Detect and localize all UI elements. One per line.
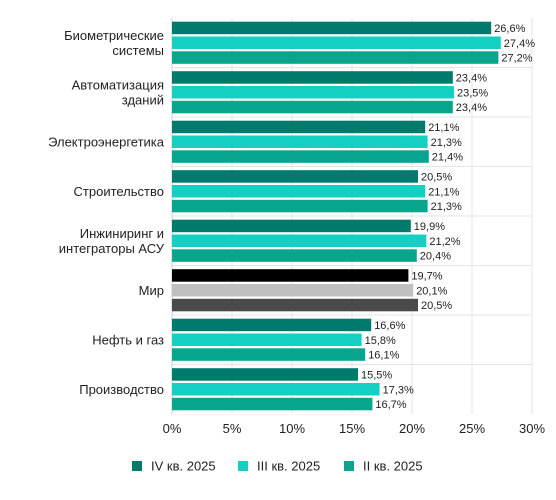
data-label-4-0: 19,9% [414, 221, 445, 233]
data-label-0-0: 26,6% [494, 23, 525, 35]
bar-6-2 [172, 348, 366, 361]
data-label-6-1: 15,8% [365, 335, 396, 347]
data-label-4-1: 21,2% [429, 236, 460, 248]
category-label-0-line-0: Биометрические [64, 28, 164, 43]
bar-0-2 [172, 51, 499, 64]
data-label-5-0: 19,7% [411, 270, 442, 282]
bar-2-1 [172, 135, 428, 148]
legend-label-1: III кв. 2025 [257, 459, 320, 474]
bar-4-1 [172, 234, 427, 247]
legend-swatch-0 [132, 461, 142, 471]
bar-0-1 [172, 36, 501, 49]
data-label-0-2: 27,2% [501, 53, 532, 65]
bar-3-2 [172, 199, 428, 213]
data-label-7-2: 16,7% [375, 399, 406, 411]
x-tick-label-4: 20% [399, 421, 425, 436]
category-label-4-line-0: Инжиниринг и [80, 226, 164, 241]
bar-3-0 [172, 170, 418, 183]
legend-label-0: IV кв. 2025 [151, 459, 216, 474]
data-label-1-2: 23,4% [456, 102, 487, 114]
bar-6-0 [172, 318, 372, 332]
category-label-5: Мир [139, 283, 164, 298]
bar-0-0 [172, 21, 492, 35]
bar-4-0 [172, 219, 411, 233]
legend-label-2: II кв. 2025 [363, 459, 423, 474]
x-tick-label-5: 25% [459, 421, 485, 436]
x-tick-label-0: 0% [163, 421, 182, 436]
data-label-6-2: 16,1% [368, 350, 399, 362]
bar-1-0 [172, 71, 453, 84]
data-label-4-2: 20,4% [420, 251, 451, 263]
data-label-0-1: 27,4% [504, 38, 535, 50]
bar-5-2 [172, 298, 418, 312]
bar-2-2 [172, 150, 429, 163]
bar-5-0 [172, 269, 409, 282]
category-label-1-line-1: зданий [122, 92, 164, 107]
data-label-2-1: 21,3% [431, 137, 462, 149]
data-label-7-1: 17,3% [383, 384, 414, 396]
bar-7-1 [172, 383, 380, 396]
x-tick-label-1: 5% [223, 421, 242, 436]
data-label-3-0: 20,5% [421, 171, 452, 183]
bar-7-2 [172, 397, 373, 411]
data-label-5-2: 20,5% [421, 300, 452, 312]
category-label-0-line-1: системы [112, 43, 164, 58]
data-label-5-1: 20,1% [416, 285, 447, 297]
data-label-7-0: 15,5% [361, 369, 392, 381]
data-label-3-2: 21,3% [431, 201, 462, 213]
bar-2-0 [172, 120, 426, 134]
legend-swatch-1 [238, 461, 248, 471]
bar-3-1 [172, 185, 426, 198]
bar-4-2 [172, 249, 417, 262]
data-label-1-0: 23,4% [456, 72, 487, 84]
x-tick-label-6: 30% [519, 421, 545, 436]
category-label-6: Нефть и газ [92, 332, 164, 347]
data-label-3-1: 21,1% [428, 186, 459, 198]
bar-1-2 [172, 100, 453, 114]
category-label-7: Производство [79, 382, 164, 397]
data-label-2-2: 21,4% [432, 152, 463, 164]
data-label-1-1: 23,5% [457, 87, 488, 99]
x-tick-label-2: 10% [279, 421, 305, 436]
category-label-2: Электроэнергетика [48, 134, 165, 149]
x-tick-label-3: 15% [339, 421, 365, 436]
category-label-3: Строительство [74, 184, 164, 199]
category-label-1-line-0: Автоматизация [72, 77, 164, 92]
data-label-6-0: 16,6% [374, 320, 405, 332]
bar-1-1 [172, 86, 454, 99]
bar-5-1 [172, 284, 414, 297]
legend-swatch-2 [344, 461, 354, 471]
category-label-4-line-1: интеграторы АСУ [59, 241, 165, 256]
bar-7-0 [172, 368, 358, 381]
bar-6-1 [172, 333, 362, 346]
data-label-2-0: 21,1% [428, 122, 459, 134]
